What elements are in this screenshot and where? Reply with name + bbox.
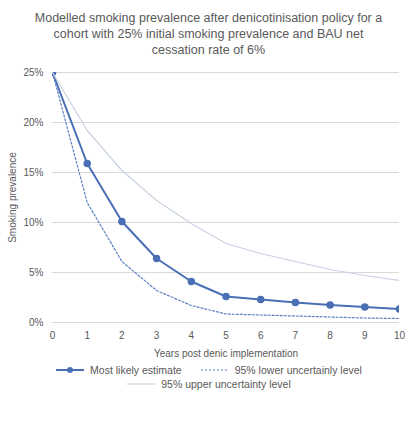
svg-text:8: 8 [327, 330, 333, 341]
svg-text:3: 3 [154, 330, 160, 341]
svg-text:5: 5 [223, 330, 229, 341]
svg-text:Smoking prevalence: Smoking prevalence [7, 152, 18, 243]
html-text:Modelled smoking prevalence af: Modelled smoking prevalence after denico… [34, 11, 383, 57]
svg-text:4: 4 [189, 330, 195, 341]
svg-text:9: 9 [362, 330, 368, 341]
html-text:Most likely estimate: Most likely estimate [90, 364, 182, 376]
svg-text:10: 10 [394, 330, 406, 341]
svg-text:6: 6 [258, 330, 264, 341]
svg-text:25%: 25% [23, 67, 43, 78]
svg-text:20%: 20% [23, 117, 43, 128]
svg-text:7: 7 [293, 330, 299, 341]
html-text:95% upper uncertainty level: 95% upper uncertainty level [161, 378, 291, 390]
svg-text:1: 1 [84, 330, 90, 341]
svg-text:10%: 10% [23, 217, 43, 228]
svg-text:Years post denic implementatio: Years post denic implementation [154, 348, 298, 359]
svg-text:2: 2 [119, 330, 125, 341]
html-text:95% lower uncertainly level: 95% lower uncertainly level [234, 364, 362, 376]
svg-text:0%: 0% [29, 317, 44, 328]
svg-text:15%: 15% [23, 167, 43, 178]
svg-text:5%: 5% [29, 267, 44, 278]
svg-text:0: 0 [50, 330, 56, 341]
